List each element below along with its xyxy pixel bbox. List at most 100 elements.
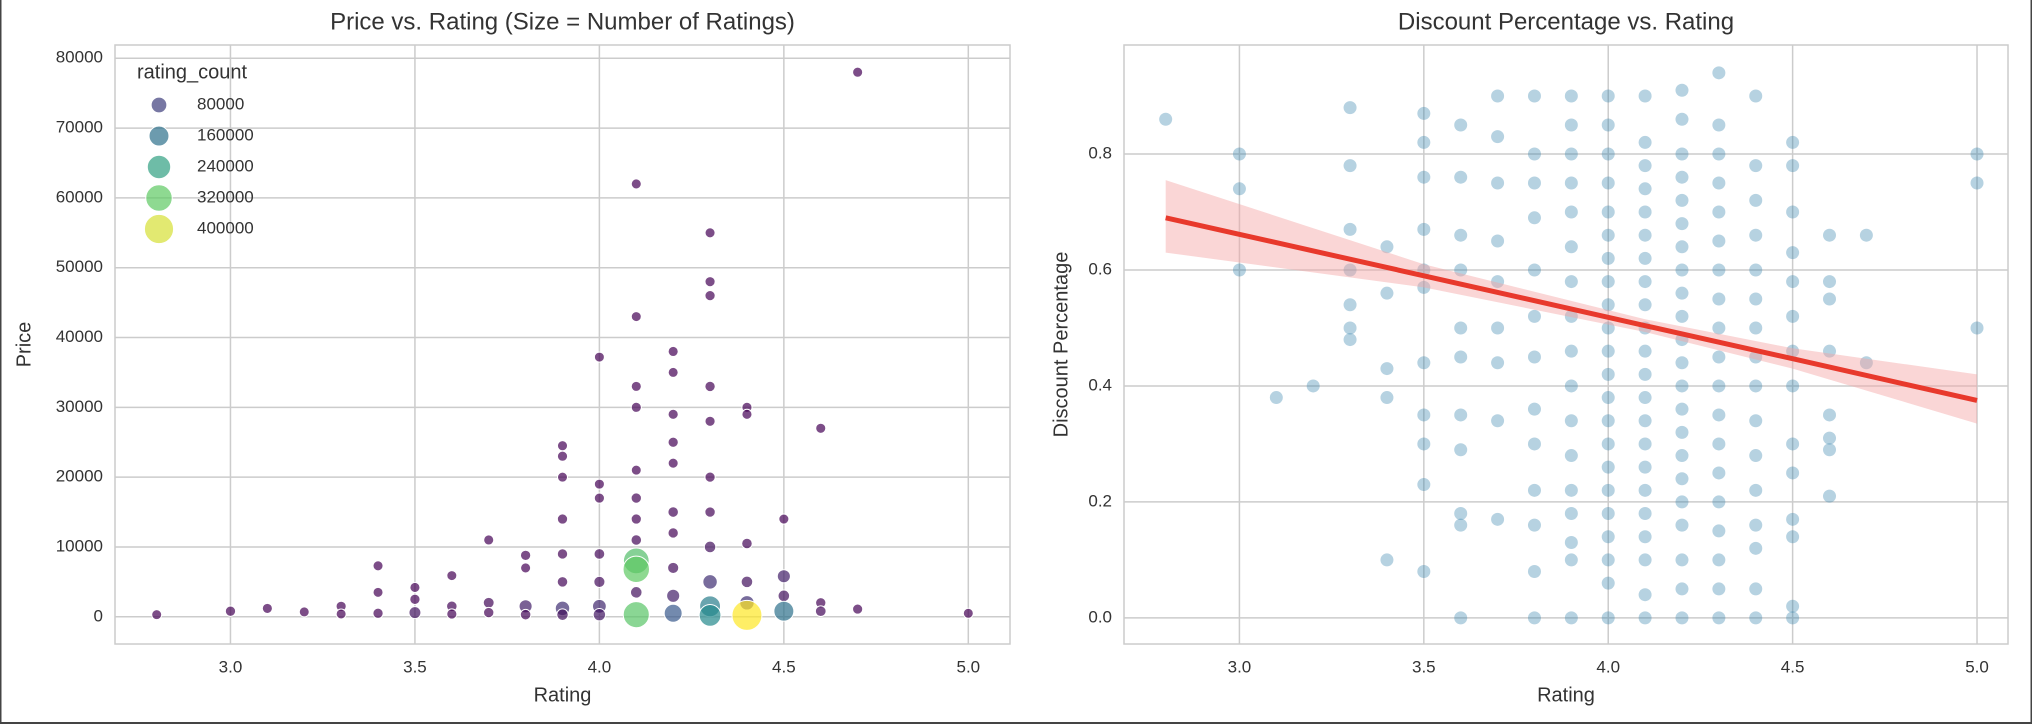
point <box>814 605 827 618</box>
point <box>1527 437 1541 451</box>
y-tick-label: 0.2 <box>1088 491 1112 510</box>
point <box>1491 176 1505 190</box>
point <box>1417 437 1431 451</box>
y-tick-label: 0.8 <box>1088 143 1112 162</box>
point <box>408 606 422 620</box>
point <box>1491 275 1505 289</box>
point <box>1454 228 1468 242</box>
point <box>1638 483 1652 497</box>
point <box>1712 205 1726 219</box>
point <box>1712 437 1726 451</box>
point <box>1675 217 1689 231</box>
point <box>1601 414 1615 428</box>
point <box>1343 333 1357 347</box>
point <box>1712 292 1726 306</box>
point <box>1380 391 1394 405</box>
point <box>1675 170 1689 184</box>
point <box>1638 275 1652 289</box>
point <box>1823 228 1837 242</box>
point <box>1454 170 1468 184</box>
point <box>1638 553 1652 567</box>
point <box>1823 443 1837 457</box>
point <box>667 366 679 378</box>
point <box>1343 321 1357 335</box>
point <box>704 289 716 302</box>
y-tick-label: 50000 <box>56 257 103 276</box>
point <box>372 560 384 572</box>
point <box>1417 408 1431 422</box>
point <box>1380 240 1394 254</box>
point <box>630 311 642 323</box>
point <box>1749 379 1763 393</box>
x-tick-label: 4.5 <box>772 657 796 676</box>
point <box>1749 414 1763 428</box>
point <box>1527 147 1541 161</box>
point <box>1749 228 1763 242</box>
point <box>1454 408 1468 422</box>
panel: 3.0 3.5 4.0 4.5 5.0 0 10000 20000 30000 40000 5000… <box>13 8 1011 706</box>
panel: 3.0 3.5 4.0 4.5 5.0 0.0 0.2 0.4 0.6 0.8 Discount P… <box>1050 8 2009 706</box>
point <box>1786 344 1800 358</box>
point <box>1601 344 1615 358</box>
point <box>1786 246 1800 260</box>
point <box>1749 611 1763 625</box>
point <box>1343 222 1357 236</box>
point <box>1601 483 1615 497</box>
point <box>1638 437 1652 451</box>
point <box>1454 443 1468 457</box>
point <box>1564 240 1578 254</box>
point <box>1601 391 1615 405</box>
point <box>1601 147 1615 161</box>
point <box>1749 582 1763 596</box>
point <box>1564 344 1578 358</box>
point <box>1638 344 1652 358</box>
point <box>1675 472 1689 486</box>
point <box>1417 356 1431 370</box>
point <box>1601 251 1615 265</box>
point <box>556 513 569 525</box>
y-tick-label: 40000 <box>56 327 103 346</box>
point <box>1417 106 1431 120</box>
point <box>622 601 650 629</box>
point <box>483 534 495 546</box>
legend-marker <box>146 154 172 180</box>
point <box>1454 118 1468 132</box>
point <box>1454 321 1468 335</box>
point <box>667 527 679 539</box>
point <box>698 603 722 627</box>
point <box>261 602 273 614</box>
point <box>667 408 679 420</box>
point <box>520 562 532 574</box>
y-tick-label: 70000 <box>56 118 103 137</box>
point <box>1564 553 1578 567</box>
point <box>1638 414 1652 428</box>
point <box>1970 321 1984 335</box>
x-tick-label: 4.5 <box>1781 657 1805 676</box>
point <box>704 415 716 427</box>
point <box>1417 565 1431 579</box>
point <box>335 608 347 620</box>
point <box>1749 263 1763 277</box>
point <box>1491 130 1505 144</box>
point <box>1343 159 1357 173</box>
point <box>1232 147 1246 161</box>
point <box>663 603 683 623</box>
point <box>1564 309 1578 323</box>
point <box>593 478 605 490</box>
point <box>1601 460 1615 474</box>
point <box>622 555 651 584</box>
point <box>1564 176 1578 190</box>
x-tick-label: 3.5 <box>403 657 427 676</box>
y-tick-label: 10000 <box>56 536 103 555</box>
point <box>1675 518 1689 532</box>
y-tick-label: 60000 <box>56 187 103 206</box>
point <box>702 574 718 590</box>
point <box>1712 408 1726 422</box>
point <box>1786 205 1800 219</box>
point <box>1749 89 1763 103</box>
legend-label: 80000 <box>197 94 244 113</box>
point <box>1712 466 1726 480</box>
point <box>1491 234 1505 248</box>
point <box>1712 582 1726 596</box>
point <box>1675 553 1689 567</box>
